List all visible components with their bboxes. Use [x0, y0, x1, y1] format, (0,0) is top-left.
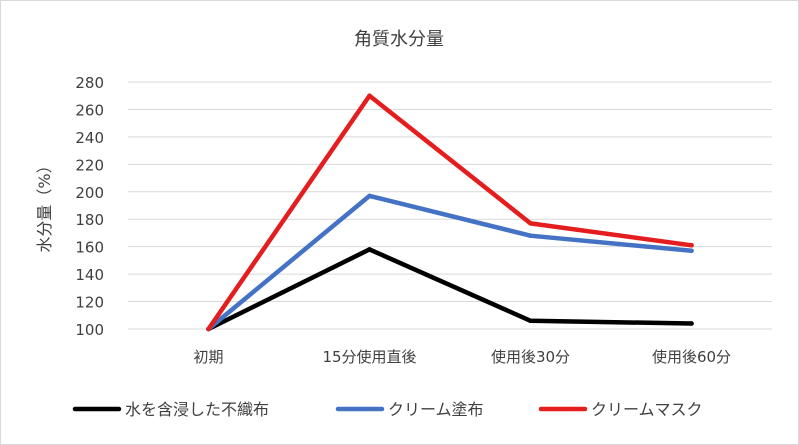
data-point: [367, 247, 372, 252]
chart-title: 角質水分量: [354, 29, 444, 50]
data-point: [367, 193, 372, 199]
legend-label: 水を含浸した不織布: [125, 400, 269, 419]
y-tick-label: 160: [75, 239, 104, 257]
data-point: [528, 318, 533, 324]
data-point: [689, 321, 694, 326]
x-tick-label: 使用後60分: [652, 348, 731, 366]
y-tick-label: 240: [75, 129, 104, 147]
y-tick-label: 120: [75, 294, 104, 312]
x-tick-labels: 初期 15分使用直後 使用後30分 使用後60分: [193, 348, 731, 366]
data-point: [528, 233, 533, 238]
x-tick-label: 使用後30分: [491, 348, 570, 366]
x-tick-label: 15分使用直後: [322, 348, 416, 366]
legend-item-2: クリームマスク: [538, 400, 703, 419]
legend: 水を含浸した不織布 クリーム塗布 クリームマスク: [72, 400, 703, 419]
x-tick-label: 初期: [193, 348, 223, 366]
y-tick-label: 200: [75, 184, 104, 202]
y-tick-label: 220: [75, 156, 104, 174]
legend-item-0: 水を含浸した不織布: [72, 400, 269, 419]
y-tick-label: 180: [75, 211, 104, 229]
y-tick-label: 100: [75, 321, 104, 339]
gridlines: [128, 81, 772, 330]
series-line-2: [206, 93, 694, 332]
legend-label: クリーム塗布: [388, 400, 484, 419]
series-lines: [206, 93, 694, 332]
y-tick-label: 260: [75, 101, 104, 119]
data-point: [528, 221, 533, 226]
y-tick-label: 140: [75, 266, 104, 284]
data-point: [689, 248, 694, 254]
data-point: [689, 242, 694, 248]
y-tick-label: 280: [75, 74, 104, 92]
data-point: [367, 93, 372, 99]
legend-label: クリームマスク: [591, 400, 703, 419]
series-line-0: [206, 247, 694, 332]
series-line-1: [206, 193, 694, 332]
y-tick-labels: 100 120 140 160 180 200 220 240 260 280: [75, 74, 104, 339]
data-point: [206, 326, 211, 332]
legend-item-1: クリーム塗布: [335, 400, 484, 419]
y-axis-label: 水分量（%）: [35, 157, 54, 252]
